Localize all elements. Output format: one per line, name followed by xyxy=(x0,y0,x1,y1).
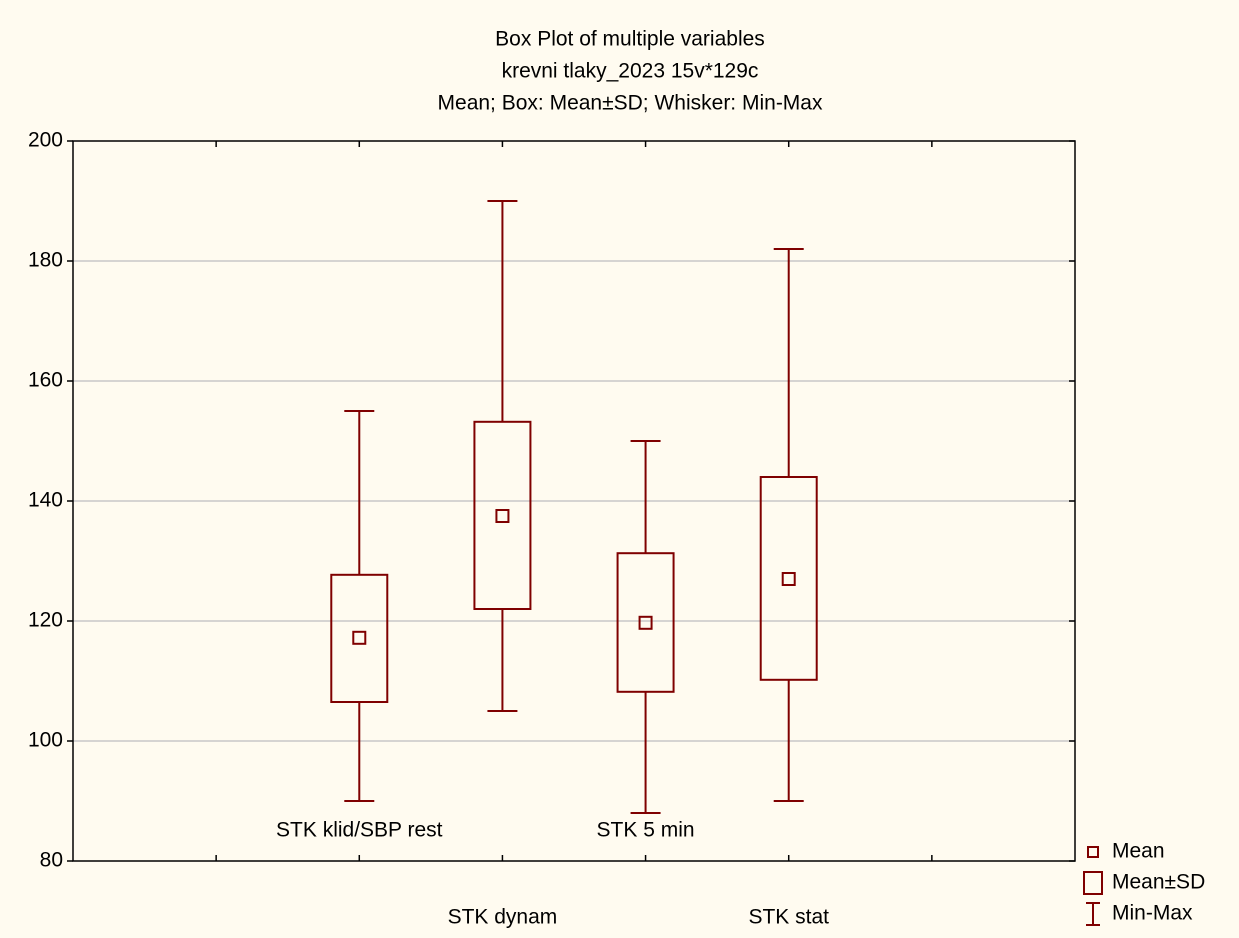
x-tick-label: STK 5 min xyxy=(597,819,695,842)
chart-title: Box Plot of multiple variables xyxy=(495,28,765,51)
box xyxy=(759,476,818,681)
box xyxy=(616,552,675,693)
y-tick-label: 180 xyxy=(28,249,63,272)
y-tick-label: 140 xyxy=(28,489,63,512)
chart-title: Mean; Box: Mean±SD; Whisker: Min-Max xyxy=(438,92,823,115)
y-tick-label: 100 xyxy=(28,729,63,752)
legend-label: Min-Max xyxy=(1112,902,1193,925)
x-tick-label: STK klid/SBP rest xyxy=(276,819,443,842)
mean-marker xyxy=(352,630,367,645)
y-tick-label: 120 xyxy=(28,609,63,632)
x-tick-label: STK dynam xyxy=(448,906,558,929)
legend-label: Mean xyxy=(1112,840,1165,863)
mean-marker xyxy=(638,615,653,630)
legend-mean xyxy=(1087,846,1099,858)
chart-title: krevni tlaky_2023 15v*129c xyxy=(502,60,759,83)
mean-marker xyxy=(781,572,796,586)
y-tick-label: 200 xyxy=(28,129,63,152)
legend-label: Mean±SD xyxy=(1112,871,1205,894)
x-tick-label: STK stat xyxy=(748,906,829,929)
mean-marker xyxy=(495,509,510,523)
box xyxy=(330,573,389,703)
y-tick-label: 160 xyxy=(28,369,63,392)
plot-frame xyxy=(72,140,1076,862)
y-tick-label: 80 xyxy=(40,849,63,872)
legend-box xyxy=(1083,871,1103,895)
box xyxy=(473,420,532,610)
